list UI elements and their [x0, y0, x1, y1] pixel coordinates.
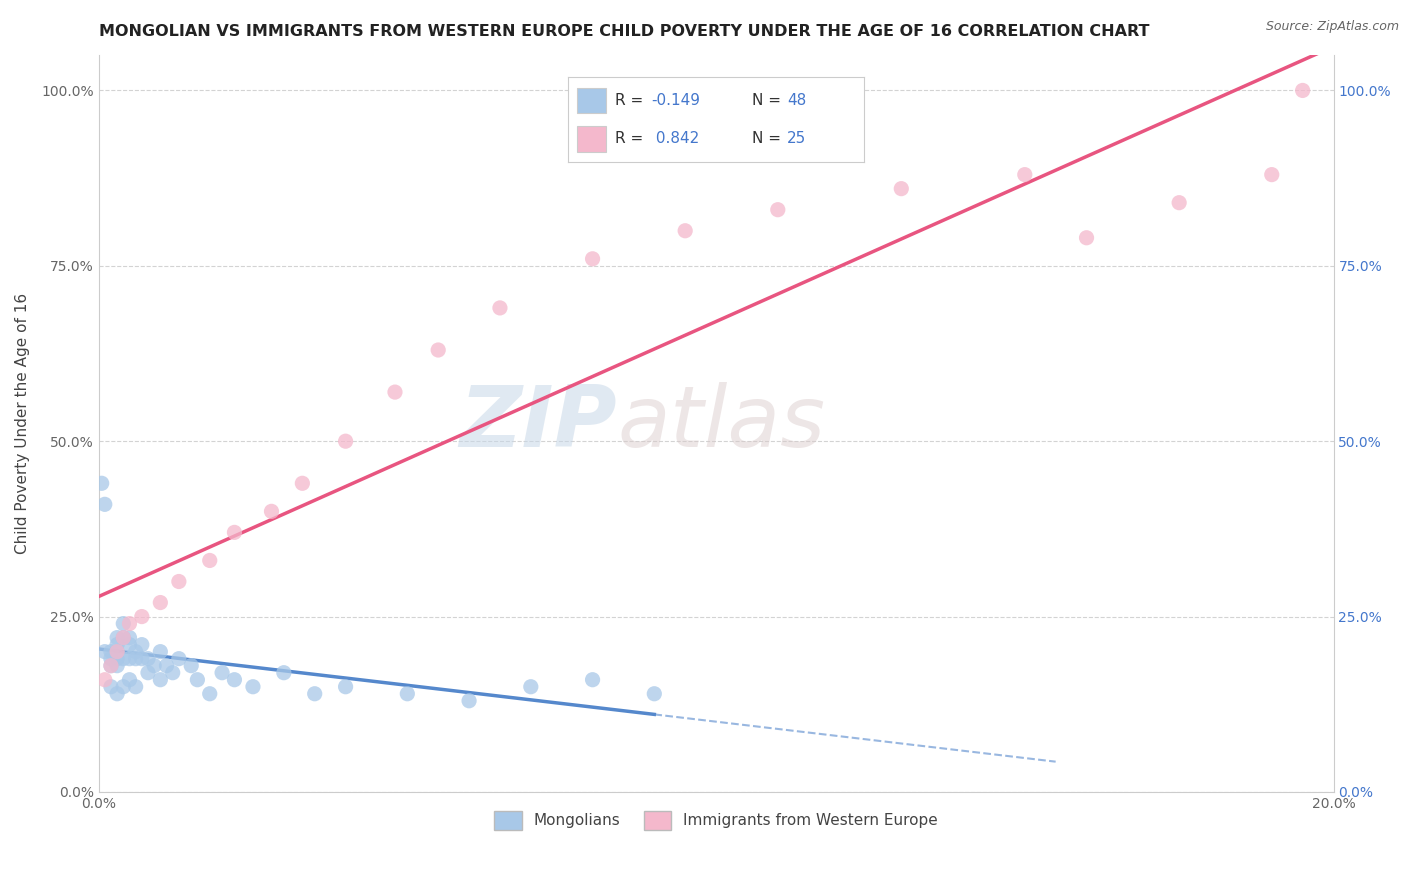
Point	[94, 645, 117, 659]
Point	[105, 645, 128, 659]
Y-axis label: Child Poverty Under the Age of 16: Child Poverty Under the Age of 16	[15, 293, 30, 554]
Point	[384, 385, 406, 400]
Point	[118, 631, 141, 645]
Point	[112, 616, 135, 631]
Point	[94, 497, 117, 511]
Point	[112, 651, 135, 665]
Text: atlas: atlas	[617, 382, 825, 465]
Point	[198, 553, 221, 567]
Point	[396, 687, 419, 701]
Point	[112, 631, 135, 645]
Point	[143, 658, 166, 673]
Point	[149, 596, 172, 610]
Point	[94, 673, 117, 687]
Point	[124, 651, 146, 665]
Point	[124, 680, 146, 694]
Point	[155, 658, 177, 673]
Point	[105, 687, 128, 701]
Point	[112, 631, 135, 645]
Point	[149, 645, 172, 659]
Point	[124, 645, 146, 659]
Point	[118, 638, 141, 652]
Point	[100, 645, 122, 659]
Point	[520, 680, 543, 694]
Point	[1014, 168, 1036, 182]
Point	[1076, 231, 1098, 245]
Point	[180, 658, 202, 673]
Point	[100, 680, 122, 694]
Point	[118, 616, 141, 631]
Point	[1261, 168, 1284, 182]
Point	[112, 680, 135, 694]
Legend: Mongolians, Immigrants from Western Europe: Mongolians, Immigrants from Western Euro…	[488, 805, 943, 836]
Point	[304, 687, 326, 701]
Point	[105, 658, 128, 673]
Point	[90, 476, 112, 491]
Point	[118, 651, 141, 665]
Point	[186, 673, 208, 687]
Point	[149, 673, 172, 687]
Point	[224, 673, 246, 687]
Point	[766, 202, 789, 217]
Point	[673, 224, 696, 238]
Point	[335, 434, 357, 449]
Point	[118, 673, 141, 687]
Point	[198, 687, 221, 701]
Point	[100, 651, 122, 665]
Point	[890, 181, 912, 195]
Point	[131, 638, 153, 652]
Point	[136, 651, 159, 665]
Point	[105, 638, 128, 652]
Point	[643, 687, 665, 701]
Point	[167, 574, 190, 589]
Text: ZIP: ZIP	[460, 382, 617, 465]
Point	[335, 680, 357, 694]
Point	[131, 651, 153, 665]
Text: Source: ZipAtlas.com: Source: ZipAtlas.com	[1265, 20, 1399, 33]
Point	[136, 665, 159, 680]
Point	[291, 476, 314, 491]
Point	[167, 651, 190, 665]
Point	[242, 680, 264, 694]
Point	[100, 658, 122, 673]
Point	[581, 673, 603, 687]
Point	[260, 504, 283, 518]
Point	[1168, 195, 1191, 210]
Point	[105, 631, 128, 645]
Point	[1291, 83, 1313, 97]
Point	[211, 665, 233, 680]
Point	[581, 252, 603, 266]
Point	[224, 525, 246, 540]
Point	[105, 651, 128, 665]
Point	[458, 694, 481, 708]
Point	[273, 665, 295, 680]
Point	[162, 665, 184, 680]
Point	[105, 645, 128, 659]
Point	[100, 658, 122, 673]
Text: MONGOLIAN VS IMMIGRANTS FROM WESTERN EUROPE CHILD POVERTY UNDER THE AGE OF 16 CO: MONGOLIAN VS IMMIGRANTS FROM WESTERN EUR…	[98, 24, 1149, 39]
Point	[427, 343, 450, 357]
Point	[489, 301, 512, 315]
Point	[131, 609, 153, 624]
